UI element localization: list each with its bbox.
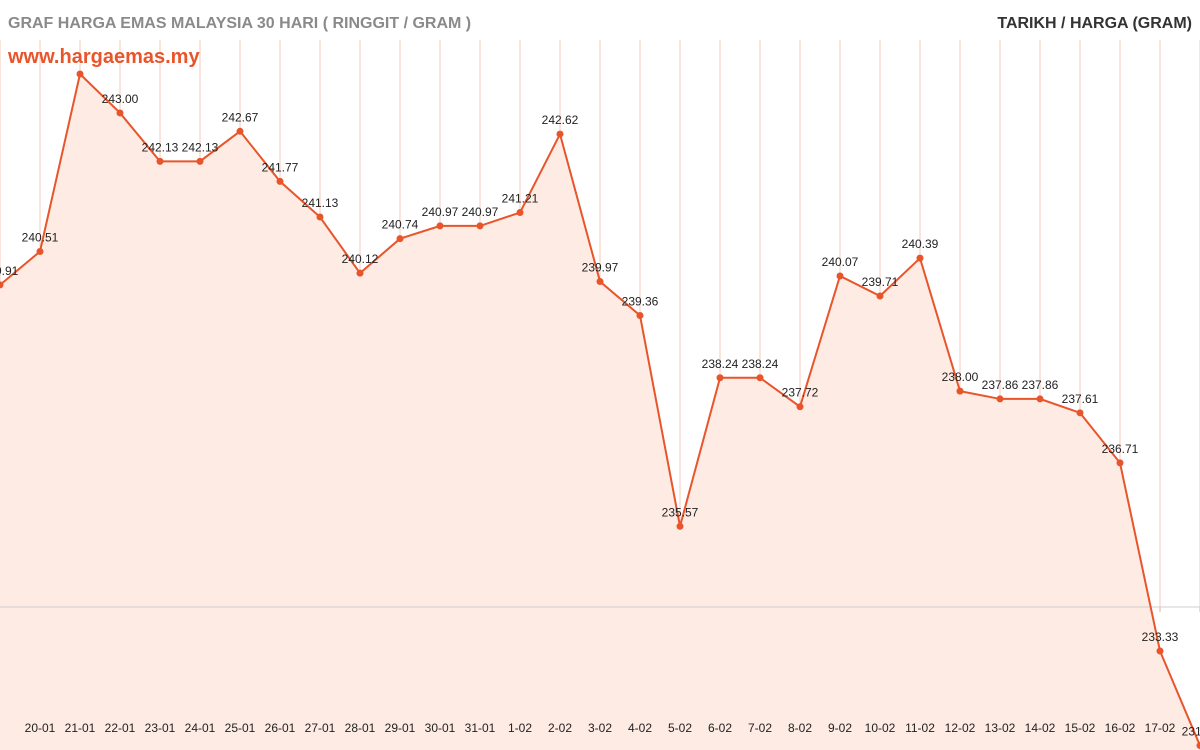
area — [0, 73, 1200, 750]
data-label: 242.13 — [182, 140, 219, 154]
data-label: 239.71 — [862, 275, 899, 289]
data-label: 237.86 — [982, 378, 1019, 392]
x-tick-label: 22-01 — [105, 721, 136, 735]
x-tick-label: 27-01 — [305, 721, 336, 735]
data-label: 238.24 — [702, 357, 739, 371]
x-tick-label: 26-01 — [265, 721, 296, 735]
data-label: 235.57 — [662, 505, 699, 519]
point — [0, 281, 4, 289]
data-label: 242.13 — [142, 140, 179, 154]
data-label: 239.36 — [622, 294, 659, 308]
x-tick-label: 11-02 — [905, 721, 935, 735]
point — [196, 157, 204, 165]
point — [1116, 459, 1124, 467]
data-label: 240.97 — [422, 205, 459, 219]
x-tick-label: 12-02 — [945, 721, 976, 735]
point — [36, 247, 44, 255]
point — [236, 127, 244, 135]
point — [1036, 395, 1044, 403]
point — [676, 522, 684, 530]
data-label: 238.00 — [942, 370, 979, 384]
data-label: 243.00 — [102, 92, 139, 106]
point — [1156, 647, 1164, 655]
point — [556, 130, 564, 138]
legend-title: TARIKH / HARGA (GRAM) — [997, 15, 1192, 32]
x-tick-label: 23-01 — [145, 721, 176, 735]
x-tick-label: 14-02 — [1025, 721, 1056, 735]
plot-background — [0, 40, 1200, 750]
point — [356, 269, 364, 277]
point — [316, 213, 324, 221]
data-label: 240.12 — [342, 252, 379, 266]
x-tick-label: 10-02 — [865, 721, 896, 735]
point — [76, 70, 84, 78]
point — [396, 235, 404, 243]
point — [436, 222, 444, 230]
point — [1196, 742, 1200, 750]
chart-title: GRAF HARGA EMAS MALAYSIA 30 HARI ( RINGG… — [8, 15, 471, 32]
point — [156, 157, 164, 165]
x-tick-label: 4-02 — [628, 721, 652, 735]
x-tick-label: 15-02 — [1065, 721, 1096, 735]
x-tick-label: 29-01 — [385, 721, 416, 735]
data-label: 241.77 — [262, 160, 299, 174]
data-label: 241.13 — [302, 196, 339, 210]
point — [996, 395, 1004, 403]
data-label: 240.74 — [382, 218, 419, 232]
x-tick-label: 1-02 — [508, 721, 532, 735]
data-label: 242.67 — [222, 110, 259, 124]
data-label: 237.61 — [1062, 392, 1099, 406]
x-tick-label: 8-02 — [788, 721, 812, 735]
x-tick-label: 30-01 — [425, 721, 456, 735]
x-tick-label: 20-01 — [25, 721, 56, 735]
data-label: 242.62 — [542, 113, 579, 127]
data-label: 241.21 — [502, 192, 539, 206]
data-label: 240.97 — [462, 205, 499, 219]
x-tick-label: 6-02 — [708, 721, 732, 735]
point — [756, 374, 764, 382]
data-label: 238.24 — [742, 357, 779, 371]
point — [596, 278, 604, 286]
point — [796, 403, 804, 411]
data-label: 239.97 — [582, 261, 619, 275]
point — [956, 387, 964, 395]
point — [276, 177, 284, 185]
point — [876, 292, 884, 300]
point — [716, 374, 724, 382]
point — [516, 209, 524, 217]
x-tick-label: 21-01 — [65, 721, 96, 735]
point — [916, 254, 924, 262]
x-tick-label: 3-02 — [588, 721, 612, 735]
x-tick-label: 9-02 — [828, 721, 852, 735]
x-tick-label: 7-02 — [748, 721, 772, 735]
data-label: 233.33 — [1142, 630, 1179, 644]
data-label: 240.39 — [902, 237, 939, 251]
x-tick-label: 13-02 — [985, 721, 1016, 735]
data-label: 240.51 — [22, 230, 59, 244]
data-label: 239.91 — [0, 264, 19, 278]
point — [636, 311, 644, 319]
x-tick-label: 31-01 — [465, 721, 496, 735]
x-tick-label: 28-01 — [345, 721, 376, 735]
point — [476, 222, 484, 230]
data-label: 240.07 — [822, 255, 859, 269]
chart-subtitle: www.hargaemas.my — [7, 46, 200, 68]
data-label: 237.72 — [782, 386, 819, 400]
data-label: 231.63 — [1182, 725, 1200, 739]
x-tick-label: 17-02 — [1145, 721, 1176, 735]
x-tick-label: 16-02 — [1105, 721, 1136, 735]
x-tick-label: 24-01 — [185, 721, 216, 735]
point — [1076, 409, 1084, 417]
point — [836, 272, 844, 280]
data-label: 237.86 — [1022, 378, 1059, 392]
data-label: 236.71 — [1102, 442, 1139, 456]
x-tick-label: 2-02 — [548, 721, 572, 735]
point — [116, 109, 124, 117]
x-tick-label: 25-01 — [225, 721, 256, 735]
x-tick-label: 5-02 — [668, 721, 692, 735]
